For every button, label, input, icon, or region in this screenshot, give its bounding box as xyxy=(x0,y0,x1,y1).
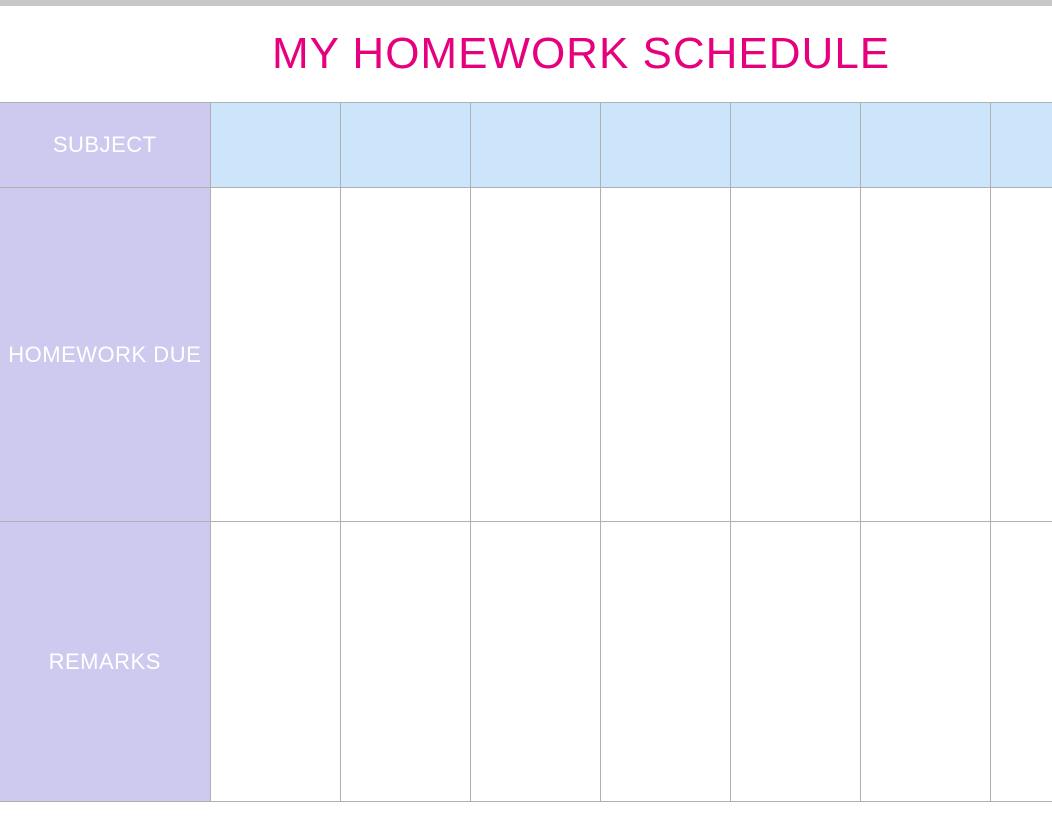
homework-cell[interactable] xyxy=(340,188,470,522)
remarks-cell[interactable] xyxy=(990,522,1052,802)
remarks-cell[interactable] xyxy=(730,522,860,802)
page-title: MY HOMEWORK SCHEDULE xyxy=(272,29,890,79)
homework-cell[interactable] xyxy=(210,188,340,522)
homework-cell[interactable] xyxy=(600,188,730,522)
subject-cell[interactable] xyxy=(340,103,470,188)
homework-cell[interactable] xyxy=(470,188,600,522)
subject-label: SUBJECT xyxy=(0,103,210,188)
remarks-cell[interactable] xyxy=(340,522,470,802)
subject-cell[interactable] xyxy=(860,103,990,188)
subject-cell[interactable] xyxy=(730,103,860,188)
remarks-label: REMARKS xyxy=(0,522,210,802)
subject-cell[interactable] xyxy=(600,103,730,188)
homework-row: HOMEWORK DUE xyxy=(0,188,1052,522)
homework-cell[interactable] xyxy=(730,188,860,522)
homework-schedule-table: SUBJECT HOMEWORK DUE REMARKS xyxy=(0,102,1052,802)
homework-label: HOMEWORK DUE xyxy=(0,188,210,522)
remarks-cell[interactable] xyxy=(210,522,340,802)
remarks-cell[interactable] xyxy=(600,522,730,802)
subject-cell[interactable] xyxy=(210,103,340,188)
subject-row: SUBJECT xyxy=(0,103,1052,188)
subject-cell[interactable] xyxy=(990,103,1052,188)
remarks-cell[interactable] xyxy=(470,522,600,802)
title-area: MY HOMEWORK SCHEDULE xyxy=(0,6,1052,102)
subject-cell[interactable] xyxy=(470,103,600,188)
homework-cell[interactable] xyxy=(860,188,990,522)
homework-cell[interactable] xyxy=(990,188,1052,522)
remarks-row: REMARKS xyxy=(0,522,1052,802)
remarks-cell[interactable] xyxy=(860,522,990,802)
